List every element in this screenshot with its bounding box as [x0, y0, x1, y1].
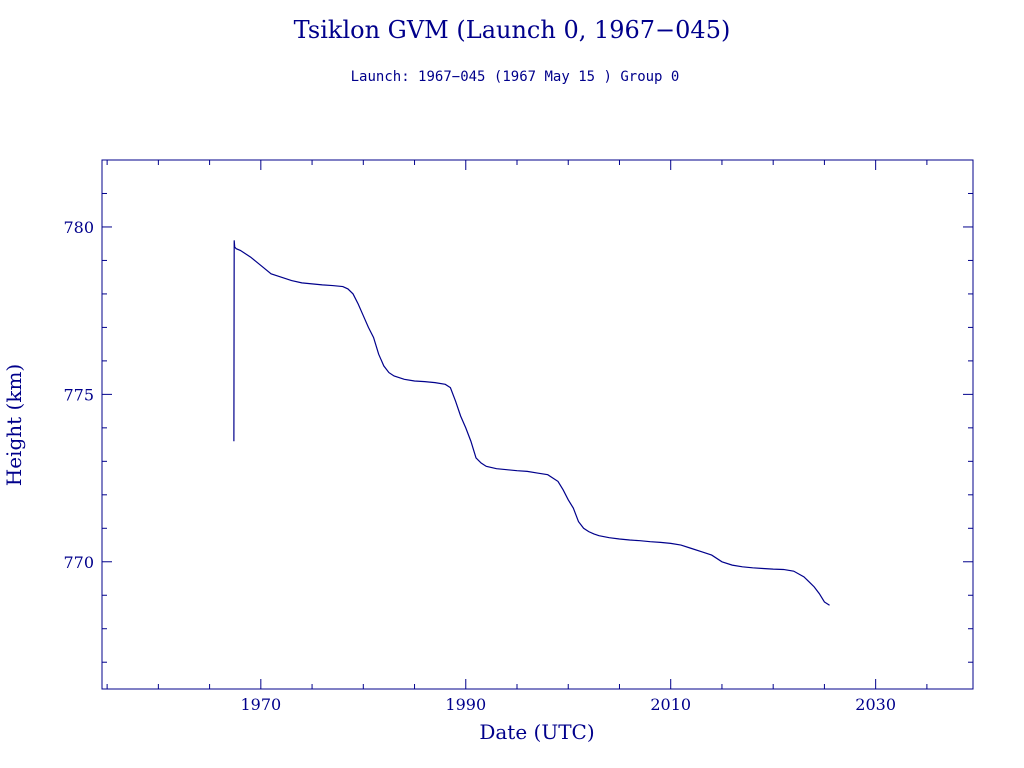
axis-tick-labels: 1970 1990 2010 2030 770 775 780: [63, 218, 896, 714]
y-tick-label: 780: [63, 218, 94, 237]
x-tick-label: 1990: [445, 695, 486, 714]
series-line-height: [233, 240, 830, 606]
y-axis-label: Height (km): [2, 364, 26, 486]
axis-ticks: [102, 159, 973, 689]
x-tick-label: 1970: [240, 695, 281, 714]
x-axis-label: Date (UTC): [479, 720, 594, 744]
chart-title: Tsiklon GVM (Launch 0, 1967−045): [294, 16, 731, 44]
y-tick-label: 770: [63, 553, 94, 572]
x-tick-label: 2030: [855, 695, 896, 714]
x-tick-label: 2010: [650, 695, 691, 714]
y-tick-label: 775: [63, 385, 94, 404]
chart-subtitle: Launch: 1967−045 (1967 May 15 ) Group 0: [351, 69, 680, 85]
plot-frame: [101, 159, 974, 690]
